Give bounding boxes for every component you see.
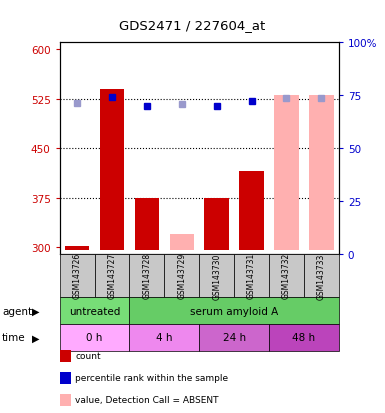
- Text: GSM143729: GSM143729: [177, 253, 186, 299]
- Text: GSM143727: GSM143727: [107, 253, 117, 299]
- Bar: [274, 96, 299, 250]
- Bar: [309, 96, 333, 250]
- Text: ▶: ▶: [32, 332, 40, 343]
- Text: 24 h: 24 h: [223, 332, 246, 343]
- Text: serum amyloid A: serum amyloid A: [190, 306, 278, 316]
- Text: 48 h: 48 h: [292, 332, 315, 343]
- Text: GDS2471 / 227604_at: GDS2471 / 227604_at: [119, 19, 266, 31]
- Text: untreated: untreated: [69, 306, 120, 316]
- Text: time: time: [2, 332, 25, 343]
- Text: GSM143728: GSM143728: [142, 253, 151, 299]
- Text: percentile rank within the sample: percentile rank within the sample: [75, 373, 228, 382]
- Text: GSM143731: GSM143731: [247, 253, 256, 299]
- Bar: [65, 246, 89, 250]
- Text: GSM143730: GSM143730: [212, 252, 221, 299]
- Text: 0 h: 0 h: [86, 332, 103, 343]
- Bar: [204, 199, 229, 250]
- Text: agent: agent: [2, 306, 32, 316]
- Bar: [135, 198, 159, 250]
- Bar: [100, 90, 124, 250]
- Text: GSM143726: GSM143726: [73, 253, 82, 299]
- Text: 4 h: 4 h: [156, 332, 172, 343]
- Text: count: count: [75, 351, 101, 361]
- Bar: [239, 172, 264, 250]
- Text: value, Detection Call = ABSENT: value, Detection Call = ABSENT: [75, 395, 219, 404]
- Bar: [169, 234, 194, 250]
- Text: GSM143733: GSM143733: [317, 252, 326, 299]
- Text: GSM143732: GSM143732: [282, 253, 291, 299]
- Text: ▶: ▶: [32, 306, 40, 316]
